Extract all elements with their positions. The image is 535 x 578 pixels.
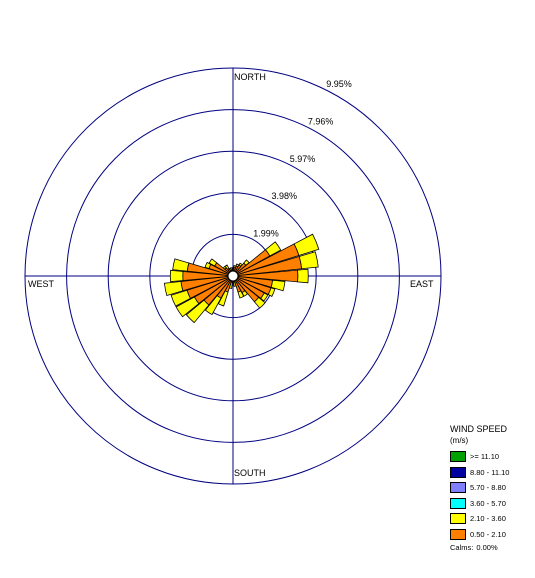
bar-sebe-series-0 bbox=[232, 275, 265, 299]
legend-swatch bbox=[450, 466, 466, 478]
calms-value: 0.00% bbox=[476, 543, 498, 552]
legend-item: 0.50 - 2.10 bbox=[450, 527, 532, 543]
center-calm-circle bbox=[227, 270, 239, 282]
ring-label-2: 3.98% bbox=[272, 191, 298, 201]
legend-swatch bbox=[450, 528, 466, 540]
ring-label-5: 9.95% bbox=[326, 79, 352, 89]
compass-label-east: EAST bbox=[410, 279, 434, 289]
legend-swatch bbox=[450, 451, 466, 463]
bar-ebn-series-0 bbox=[232, 255, 303, 277]
bar-e-series-1 bbox=[297, 268, 309, 284]
legend-swatch bbox=[450, 497, 466, 509]
legend-items: >= 11.10 8.80 - 11.10 5.70 - 8.80 3.60 - 5.… bbox=[450, 449, 532, 542]
bar-wsw-series-0 bbox=[186, 275, 234, 299]
ring-label-4: 7.96% bbox=[308, 116, 334, 126]
bar-e-series-0 bbox=[232, 269, 299, 283]
bar-w-series-1 bbox=[169, 269, 184, 283]
legend-label: >= 11.10 bbox=[470, 452, 500, 462]
bar-ese-series-0 bbox=[232, 275, 272, 296]
legend-swatch bbox=[450, 482, 466, 494]
ring-label-1: 1.99% bbox=[253, 229, 279, 239]
bars-group bbox=[163, 233, 320, 324]
legend-item: 2.10 - 3.60 bbox=[450, 511, 532, 527]
legend-label: 8.80 - 11.10 bbox=[470, 467, 510, 477]
legend-label: 5.70 - 8.80 bbox=[470, 483, 506, 493]
calms-label: Calms: bbox=[450, 543, 474, 552]
bar-nebe-series-0 bbox=[232, 249, 271, 277]
bar-ene-series-0 bbox=[232, 243, 300, 277]
bar-wbn-series-1 bbox=[172, 258, 190, 272]
legend-item: >= 11.10 bbox=[450, 449, 532, 465]
legend-swatch bbox=[450, 513, 466, 525]
ring-labels-group: 1.99% 3.98% 5.97% 7.96% 9.95% bbox=[253, 79, 352, 239]
bar-se-series-0 bbox=[232, 275, 260, 303]
legend-item: 8.80 - 11.10 bbox=[450, 465, 532, 481]
bar-wbs-series-0 bbox=[180, 275, 234, 292]
legend-label: 2.10 - 3.60 bbox=[470, 514, 506, 524]
legend-item: 5.70 - 8.80 bbox=[450, 480, 532, 496]
compass-label-west: WEST bbox=[28, 279, 55, 289]
legend-item: 3.60 - 5.70 bbox=[450, 496, 532, 512]
legend-label: 3.60 - 5.70 bbox=[470, 498, 506, 508]
compass-label-north: NORTH bbox=[234, 72, 266, 82]
bar-sw-series-0 bbox=[203, 275, 234, 306]
bar-nwbw-series-0 bbox=[214, 262, 234, 277]
ring-label-3: 5.97% bbox=[290, 154, 316, 164]
bar-swbw2-series-0 bbox=[193, 275, 234, 305]
legend-unit: (m/s) bbox=[450, 436, 469, 445]
legend-title: WIND SPEED bbox=[450, 424, 508, 434]
legend-calms: Calms: 0.00% bbox=[450, 543, 532, 552]
bar-w-series-0 bbox=[182, 271, 234, 281]
compass-label-south: SOUTH bbox=[234, 468, 266, 478]
legend: WIND SPEED (m/s) >= 11.10 8.80 - 11.10 5.7… bbox=[450, 423, 532, 552]
legend-label: 0.50 - 2.10 bbox=[470, 529, 506, 539]
